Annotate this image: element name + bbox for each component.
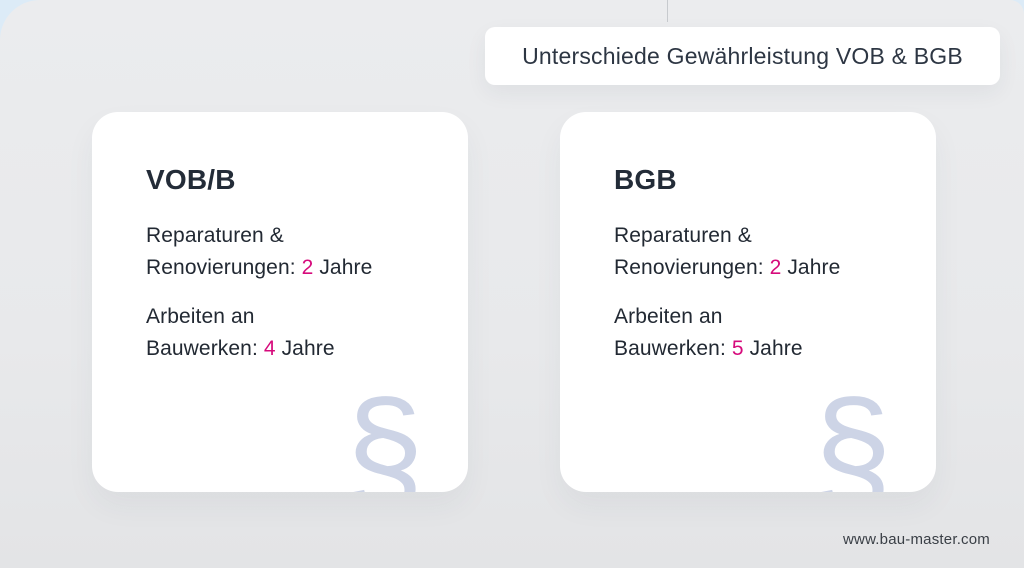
card-vob-item-repairs: Reparaturen & Renovierungen: 2 Jahre <box>146 220 428 284</box>
item-unit: Jahre <box>281 337 335 360</box>
card-vob-heading: VOB/B <box>146 164 236 195</box>
item-value: 4 <box>263 337 276 360</box>
item-unit: Jahre <box>319 256 373 279</box>
card-bgb: BGB Reparaturen & Renovierungen: 2 Jahre … <box>560 112 936 492</box>
item-label: Arbeiten an <box>146 305 255 328</box>
item-value: 5 <box>731 337 744 360</box>
card-bgb-item-buildings: Arbeiten an Bauwerken: 5 Jahre <box>614 301 896 365</box>
website-url: www.bau-master.com <box>843 531 990 548</box>
paragraph-section-icon: § <box>345 371 424 493</box>
top-edge-line <box>667 0 668 22</box>
card-bgb-item-repairs: Reparaturen & Renovierungen: 2 Jahre <box>614 220 896 284</box>
item-unit: Jahre <box>749 337 803 360</box>
item-value: 2 <box>301 256 314 279</box>
item-label: Renovierungen: <box>614 256 764 279</box>
paragraph-section-icon: § <box>813 371 892 493</box>
item-label: Reparaturen & <box>146 224 284 247</box>
item-label: Bauwerken: <box>146 337 258 360</box>
item-label: Arbeiten an <box>614 305 723 328</box>
item-label: Bauwerken: <box>614 337 726 360</box>
item-value: 2 <box>769 256 782 279</box>
card-vob: VOB/B Reparaturen & Renovierungen: 2 Jahr… <box>92 112 468 492</box>
item-label: Reparaturen & <box>614 224 752 247</box>
title-box: Unterschiede Gewährleistung VOB & BGB <box>485 27 1000 85</box>
page-title: Unterschiede Gewährleistung VOB & BGB <box>522 42 963 69</box>
item-unit: Jahre <box>787 256 841 279</box>
card-vob-item-buildings: Arbeiten an Bauwerken: 4 Jahre <box>146 301 428 365</box>
item-label: Renovierungen: <box>146 256 296 279</box>
card-bgb-heading: BGB <box>614 164 677 195</box>
